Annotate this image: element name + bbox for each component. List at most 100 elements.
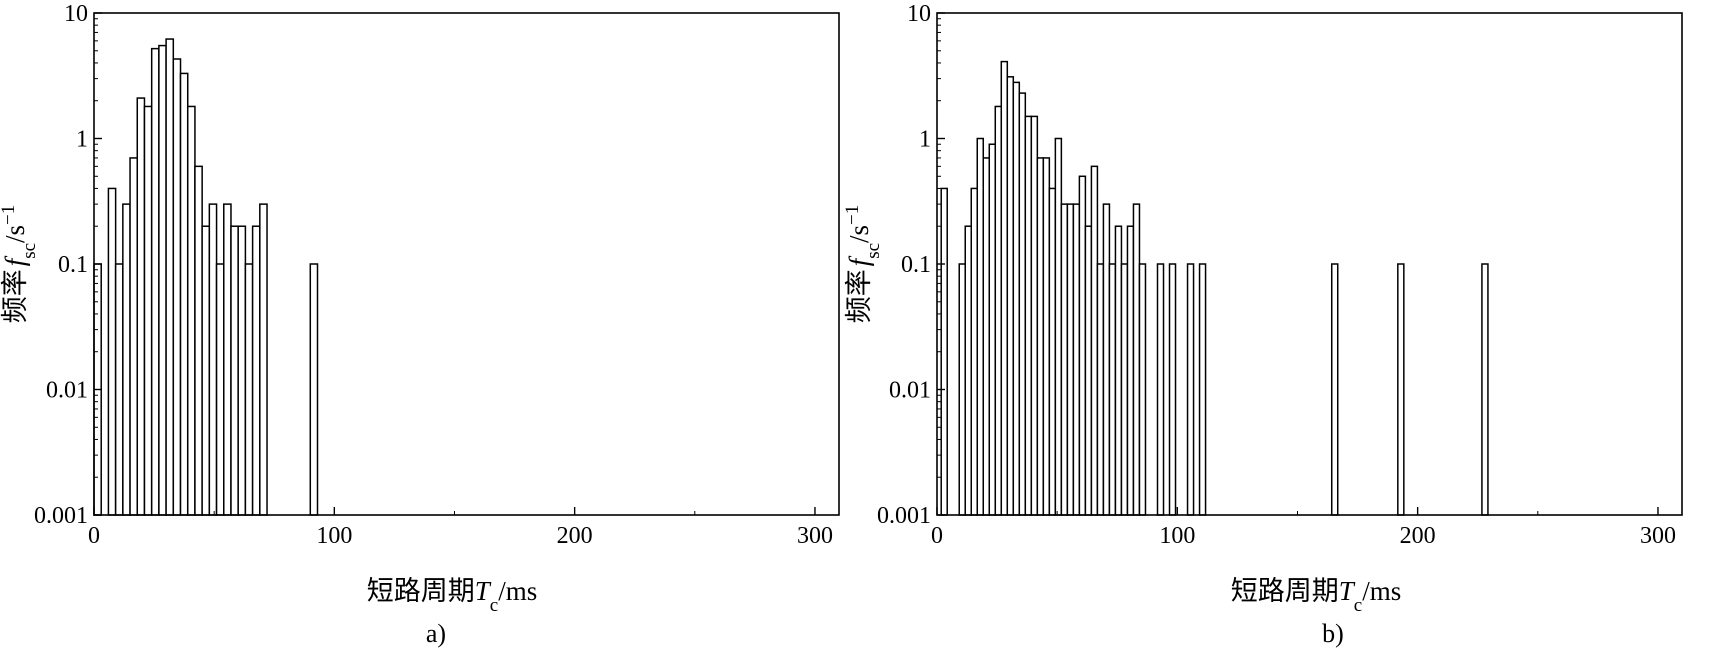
bar <box>940 187 948 516</box>
y-axis-exp: −1 <box>842 205 863 225</box>
bar <box>143 105 153 516</box>
bar <box>215 263 225 516</box>
y-axis-sub: sc <box>863 243 884 259</box>
bar <box>201 225 211 516</box>
y-axis-label: 频率 fsc/s−1 <box>0 205 40 324</box>
y-tick-label: 0.001 <box>877 503 931 529</box>
y-tick-label: 10 <box>907 1 931 27</box>
x-tick-label: 300 <box>797 523 833 549</box>
bar <box>1072 203 1081 516</box>
y-axis-label-text: 频率 <box>844 269 874 323</box>
panel-label: a) <box>426 619 446 648</box>
bar <box>1114 225 1123 516</box>
bar <box>251 225 261 516</box>
chart-panel-b: 0.001 0.01 0.1 1 10 0 100 200 300 频率 fsc/s−1 短路周… <box>842 1 1683 648</box>
x-tick-label: 300 <box>1640 523 1676 549</box>
bar <box>1048 187 1057 516</box>
x-axis-unit: /ms <box>1362 576 1401 606</box>
bar <box>1006 76 1015 516</box>
x-tick-label: 100 <box>316 523 352 549</box>
x-tick-label: 0 <box>931 523 943 549</box>
bar <box>165 38 175 516</box>
chart-panel-a: 0.001 0.01 0.1 1 10 0 100 200 300 频率 fsc/s−1 短路周… <box>0 1 840 648</box>
bar <box>150 47 160 516</box>
y-tick-label: 0.1 <box>58 252 88 278</box>
bar <box>970 187 979 516</box>
bar <box>994 105 1003 516</box>
bar <box>1060 203 1069 516</box>
bar <box>1198 263 1207 516</box>
y-tick-label: 0.1 <box>901 252 931 278</box>
bar <box>1078 175 1087 516</box>
bar <box>114 263 124 516</box>
x-tick-label: 200 <box>557 523 593 549</box>
bar <box>1132 203 1141 516</box>
bar <box>1096 263 1105 516</box>
bar <box>1018 92 1027 516</box>
x-axis-ticks: 0 100 200 300 <box>88 507 833 549</box>
bar <box>172 58 182 516</box>
y-axis-label: 频率 fsc/s−1 <box>842 205 884 324</box>
y-axis-exp: −1 <box>0 205 19 225</box>
x-axis-var: T <box>475 576 492 606</box>
bar <box>1168 263 1177 516</box>
bar <box>1024 115 1033 516</box>
bar <box>122 203 131 516</box>
bar <box>158 44 167 516</box>
y-axis-ticks: 0.001 0.01 0.1 1 10 <box>877 1 945 529</box>
y-axis-var: f <box>0 255 30 266</box>
bar <box>244 263 254 516</box>
bar <box>1126 225 1135 516</box>
x-axis-label: 短路周期Tc/ms <box>1231 576 1401 616</box>
bar <box>1186 263 1195 516</box>
panel-label: b) <box>1322 619 1344 648</box>
bar <box>988 143 997 516</box>
bar <box>1108 263 1117 516</box>
x-axis-ticks: 0 100 200 300 <box>931 507 1676 549</box>
bar <box>964 225 972 516</box>
bar <box>309 263 319 516</box>
x-tick-label: 200 <box>1400 523 1436 549</box>
y-axis-ticks: 0.001 0.01 0.1 1 10 <box>34 1 102 529</box>
bar <box>982 157 991 516</box>
bar <box>1000 60 1009 516</box>
x-axis-sub: c <box>1354 595 1362 616</box>
bar <box>1054 137 1063 516</box>
bar <box>1012 81 1021 516</box>
bar <box>186 105 196 516</box>
y-tick-label: 0.001 <box>34 503 88 529</box>
x-axis-var: T <box>1339 576 1356 606</box>
bar <box>1120 263 1129 516</box>
x-tick-label: 100 <box>1159 523 1195 549</box>
bar <box>1138 263 1147 516</box>
bar <box>1030 115 1039 516</box>
bar <box>1084 225 1093 516</box>
bar <box>237 225 247 516</box>
bar <box>1090 165 1099 516</box>
bar <box>259 203 268 516</box>
bar <box>1481 263 1489 516</box>
y-tick-label: 1 <box>76 127 88 153</box>
bar <box>1066 203 1075 516</box>
y-tick-label: 0.01 <box>46 378 88 404</box>
bar <box>1042 157 1051 516</box>
bar <box>223 203 232 516</box>
y-tick-label: 0.01 <box>889 378 931 404</box>
bar <box>136 97 146 516</box>
bar <box>208 203 218 516</box>
bar <box>976 137 985 516</box>
bar-series <box>93 38 319 516</box>
bar <box>1397 263 1405 516</box>
x-axis-label: 短路周期Tc/ms <box>367 576 537 616</box>
bar <box>1102 203 1111 516</box>
bar <box>230 225 239 516</box>
bar <box>179 72 189 516</box>
bar <box>194 165 203 516</box>
bar <box>958 263 966 516</box>
y-axis-unit: /s <box>0 225 30 243</box>
bar <box>1330 263 1339 516</box>
bar <box>107 187 117 516</box>
y-axis-label-text: 频率 <box>0 269 30 323</box>
y-axis-sub: sc <box>19 243 40 259</box>
